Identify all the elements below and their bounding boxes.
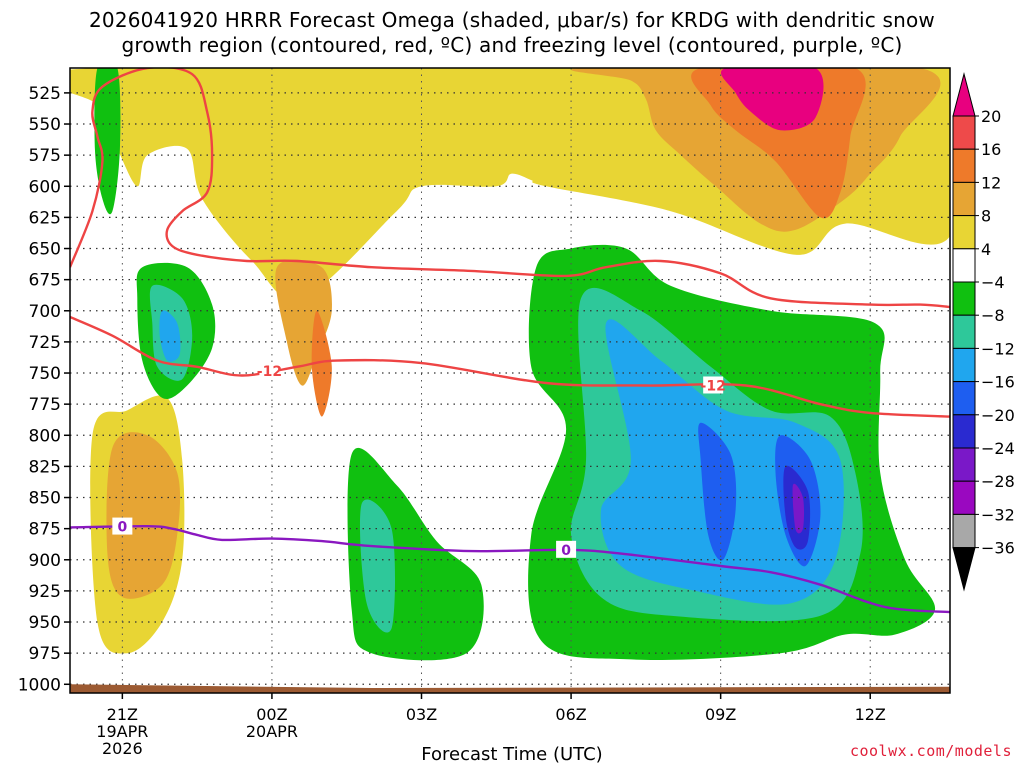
- colorbar-band-11: [952, 480, 976, 515]
- colorbar-label-3: 8: [981, 207, 991, 226]
- chart-title-line-1: 2026041920 HRRR Forecast Omega (shaded, …: [88, 8, 935, 32]
- colorbar-label-13: −36: [981, 539, 1015, 558]
- x-tick-year-21Z: 2026: [102, 739, 143, 758]
- x-tick-label-00Z: 00Z: [256, 705, 287, 724]
- colorbar-band-4: [952, 248, 976, 283]
- contour-dendritic-bottom-minus12: [70, 315, 950, 418]
- contour-label-freezing-level-0C-1: 0: [561, 543, 571, 559]
- contour-freezing-level-0C: [70, 524, 950, 614]
- y-tick-label-575: 575: [29, 146, 61, 166]
- colorbar-label-6: −8: [981, 306, 1005, 325]
- contour-label-freezing-level-0C-0: 0: [117, 520, 127, 536]
- colorbar-band-7: [952, 347, 976, 383]
- omega-region-19-level-m16: [698, 422, 737, 561]
- credit-link[interactable]: coolwx.com/models: [849, 742, 1012, 760]
- colorbar-label-10: −24: [981, 439, 1015, 458]
- omega-region-17-level-m12: [159, 310, 181, 362]
- y-tick-label-675: 675: [29, 271, 61, 291]
- contour-label-dendritic-bottom-minus12-0: -12: [257, 364, 282, 380]
- colorbar-label-11: −28: [981, 472, 1015, 491]
- y-tick-label-950: 950: [29, 613, 61, 633]
- colorbar-label-5: −4: [981, 273, 1005, 292]
- contour-label-bg-freezing-level-0C-0: [112, 517, 133, 535]
- terrain-surface: [70, 684, 950, 693]
- colorbar-label-12: −32: [981, 505, 1015, 524]
- y-tick-label-650: 650: [29, 240, 61, 260]
- x-tick-label-21Z: 21Z: [107, 705, 138, 724]
- x-tick-label-06Z: 06Z: [555, 705, 586, 724]
- x-axis-title: Forecast Time (UTC): [421, 744, 603, 765]
- colorbar-band-9: [952, 414, 976, 449]
- colorbar-label-9: −20: [981, 406, 1015, 425]
- colorbar-band-3: [952, 215, 976, 250]
- omega-region-22-level-m24: [792, 483, 805, 534]
- chart-title-line-2: growth region (contoured, red, ºC) and f…: [121, 33, 903, 57]
- plot-frame: [69, 67, 951, 694]
- contour-label-bg-dendritic-bottom-minus12-0: [259, 362, 280, 380]
- x-tick-date-00Z: 20APR: [246, 722, 298, 741]
- colorbar-band-6: [952, 314, 976, 349]
- omega-region-6-level-12: [275, 259, 332, 386]
- y-tick-label-975: 975: [29, 644, 61, 664]
- colorbar-label-4: 4: [981, 240, 991, 259]
- y-tick-label-700: 700: [29, 302, 61, 322]
- colorbar-band-8: [952, 381, 976, 416]
- contour-label-bg-dendritic-bottom-minus12-1: [703, 376, 724, 394]
- y-tick-label-850: 850: [29, 489, 61, 509]
- y-tick-label-900: 900: [29, 551, 61, 571]
- y-tick-label-625: 625: [29, 208, 61, 228]
- omega-region-8-level-20: [720, 68, 824, 131]
- contour-dendritic-top-minus12: [70, 68, 950, 309]
- colorbar-label-1: 16: [981, 140, 1001, 159]
- colorbar-label-0: 20: [981, 107, 1001, 126]
- y-tick-label-550: 550: [29, 115, 61, 135]
- x-tick-label-03Z: 03Z: [406, 705, 437, 724]
- y-tick-label-1000: 1000: [18, 675, 61, 695]
- terrain-group: [70, 684, 950, 693]
- colorbar-band-10: [952, 447, 976, 482]
- y-tick-label-875: 875: [29, 520, 61, 540]
- omega-region-9-level-16: [311, 310, 332, 417]
- y-tick-label-600: 600: [29, 177, 61, 197]
- y-tick-label-800: 800: [29, 426, 61, 446]
- colorbar-label-8: −16: [981, 373, 1015, 392]
- colorbar-band-2: [952, 181, 976, 217]
- x-tick-label-09Z: 09Z: [705, 705, 736, 724]
- y-tick-label-725: 725: [29, 333, 61, 353]
- y-tick-label-775: 775: [29, 395, 61, 415]
- omega-shading-group: [70, 68, 950, 693]
- contour-group: [70, 68, 950, 614]
- colorbar-top-arrow: [952, 72, 976, 117]
- colorbar-bottom-arrow: [952, 547, 976, 592]
- omega-region-7-level-16: [691, 68, 866, 219]
- x-tick-date-21Z: 19APR: [96, 722, 148, 741]
- colorbar-label-7: −12: [981, 339, 1015, 358]
- x-tick-label-12Z: 12Z: [855, 705, 886, 724]
- colorbar-band-1: [952, 148, 976, 183]
- contour-label-bg-freezing-level-0C-1: [556, 540, 577, 558]
- y-tick-label-825: 825: [29, 457, 61, 477]
- contour-label-dendritic-bottom-minus12-1: -12: [701, 378, 726, 394]
- colorbar-band-0: [952, 115, 976, 150]
- omega-region-15-level-m8: [359, 499, 396, 633]
- y-tick-label-750: 750: [29, 364, 61, 384]
- colorbar-label-2: 12: [981, 173, 1001, 192]
- y-tick-label-925: 925: [29, 582, 61, 602]
- y-tick-label-525: 525: [29, 84, 61, 104]
- omega-region-5-level-12: [106, 432, 181, 599]
- colorbar-band-5: [952, 281, 976, 316]
- colorbar-band-12: [952, 513, 976, 549]
